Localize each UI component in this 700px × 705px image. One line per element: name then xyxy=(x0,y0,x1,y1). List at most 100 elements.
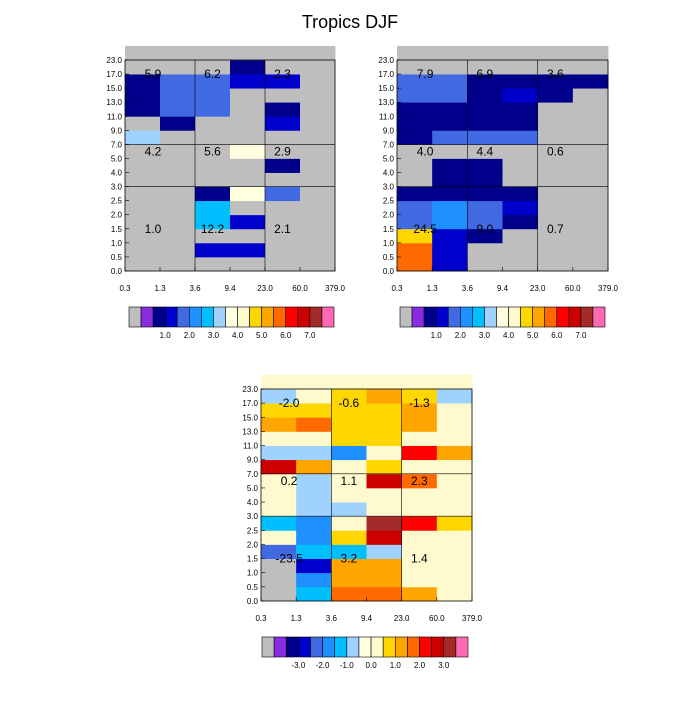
heatmap-cell xyxy=(366,516,403,531)
heatmap-cell xyxy=(296,502,332,517)
heatmap-cell xyxy=(502,242,539,258)
heatmap-cell xyxy=(261,487,297,503)
heatmap-cell xyxy=(160,214,196,230)
block-value-label: -2.0 xyxy=(279,396,300,410)
heatmap-cell xyxy=(195,102,231,117)
heatmap-cell xyxy=(195,144,231,159)
heatmap-cell xyxy=(125,45,161,61)
colorbar-swatch xyxy=(508,306,521,328)
y-tick-label: 1.5 xyxy=(111,225,123,234)
heatmap-cell xyxy=(160,45,196,61)
heatmap-cell xyxy=(160,172,196,187)
heatmap-cell xyxy=(401,459,438,475)
heatmap-cell xyxy=(331,558,367,574)
heatmap-cell xyxy=(261,572,297,588)
heatmap-cell xyxy=(502,88,539,103)
heatmap-cell xyxy=(467,102,503,117)
heatmap-cell xyxy=(265,158,301,173)
x-tick-label: 3.6 xyxy=(462,284,474,293)
heatmap-cell xyxy=(265,45,301,61)
heatmap-cell xyxy=(537,45,574,61)
heatmap-cell xyxy=(502,102,539,117)
colorbar-swatch xyxy=(532,306,546,328)
heatmap-cell xyxy=(261,431,297,446)
figure-title: Tropics DJF xyxy=(302,12,398,32)
colorbar-label: 2.0 xyxy=(455,331,467,340)
y-tick-label: 11.0 xyxy=(107,112,123,121)
heatmap-cell xyxy=(401,403,438,418)
block-value-label: 2.9 xyxy=(274,144,291,158)
heatmap-cell xyxy=(300,74,336,89)
heatmap-cell xyxy=(261,544,297,559)
colorbar-label: 1.0 xyxy=(390,661,402,670)
heatmap-cell xyxy=(401,558,438,574)
heatmap-cell xyxy=(401,586,438,602)
y-tick-label: 2.5 xyxy=(111,197,123,206)
colorbar-swatch xyxy=(261,306,275,328)
block-value-label: 3.2 xyxy=(341,552,358,566)
heatmap-cell xyxy=(401,445,438,461)
colorbar-swatch xyxy=(568,306,582,328)
block-value-label: 5.9 xyxy=(145,67,162,81)
heatmap-cell xyxy=(195,200,231,216)
colorbar-swatch xyxy=(358,636,372,658)
heatmap-cell xyxy=(366,417,403,432)
colorbar-swatch xyxy=(394,636,408,658)
heatmap-cell xyxy=(436,445,473,461)
y-tick-label: 11.0 xyxy=(379,112,395,121)
colorbar-label: 5.0 xyxy=(256,331,268,340)
heatmap-cell xyxy=(230,214,266,230)
heatmap-cell xyxy=(401,544,438,559)
heatmap-cell xyxy=(331,502,367,517)
x-tick-label: 379.0 xyxy=(462,614,483,623)
heatmap-cell xyxy=(432,158,468,173)
heatmap-cell xyxy=(331,530,367,545)
colorbar-label: 3.0 xyxy=(208,331,220,340)
heatmap-cell xyxy=(502,228,539,244)
heatmap-cell xyxy=(572,130,609,145)
heatmap-cell xyxy=(296,586,332,602)
panel-3: vres_L016 - MISR L3 CTH-OD V5 (2000-2009… xyxy=(242,374,483,670)
heatmap-cell xyxy=(125,116,161,131)
heatmap-cell xyxy=(401,530,438,545)
heatmap-cell xyxy=(296,558,332,574)
y-tick-label: 9.0 xyxy=(247,456,259,465)
colorbar: 1.0 2.0 3.0 4.0 5.0 6.0 7.0 xyxy=(399,306,606,340)
y-tick-label: 15.0 xyxy=(378,84,394,93)
y-tick-label: 5.0 xyxy=(383,154,395,163)
heatmap-cell xyxy=(436,586,473,602)
colorbar-swatch xyxy=(443,636,457,658)
heatmap-cell xyxy=(467,200,503,216)
heatmap-cell xyxy=(401,516,438,531)
heatmap-cell xyxy=(537,214,574,230)
heatmap-cell xyxy=(331,516,367,531)
heatmap-cell xyxy=(366,502,403,517)
y-tick-label: 2.5 xyxy=(383,197,395,206)
block-value-label: 2.3 xyxy=(274,67,291,81)
block-value-label: -1.3 xyxy=(409,396,430,410)
heatmap-cell xyxy=(265,172,301,187)
heatmap-cell xyxy=(195,88,231,103)
heatmap-cell xyxy=(300,158,336,173)
block-value-label: 2.1 xyxy=(274,222,291,236)
y-tick-label: 1.5 xyxy=(383,225,395,234)
heatmap-cell xyxy=(331,459,367,475)
colorbar-swatch xyxy=(176,306,190,328)
heatmap-cell xyxy=(300,228,336,244)
colorbar-swatch xyxy=(447,306,461,328)
heatmap-cell xyxy=(537,88,574,103)
heatmap-cell xyxy=(436,516,473,531)
heatmap-cell xyxy=(397,186,433,202)
y-tick-label: 3.0 xyxy=(111,183,123,192)
x-tick-label: 0.3 xyxy=(119,284,131,293)
heatmap-cell xyxy=(397,172,433,187)
heatmap-cell xyxy=(436,544,473,559)
heatmap-cell xyxy=(195,158,231,173)
colorbar-swatch xyxy=(592,306,606,328)
heatmap-cell xyxy=(125,144,161,159)
heatmap-cell xyxy=(432,200,468,216)
heatmap-cell xyxy=(160,200,196,216)
heatmap-cell xyxy=(502,144,539,159)
heatmap-cell xyxy=(467,158,503,173)
heatmap-cell xyxy=(331,445,367,461)
